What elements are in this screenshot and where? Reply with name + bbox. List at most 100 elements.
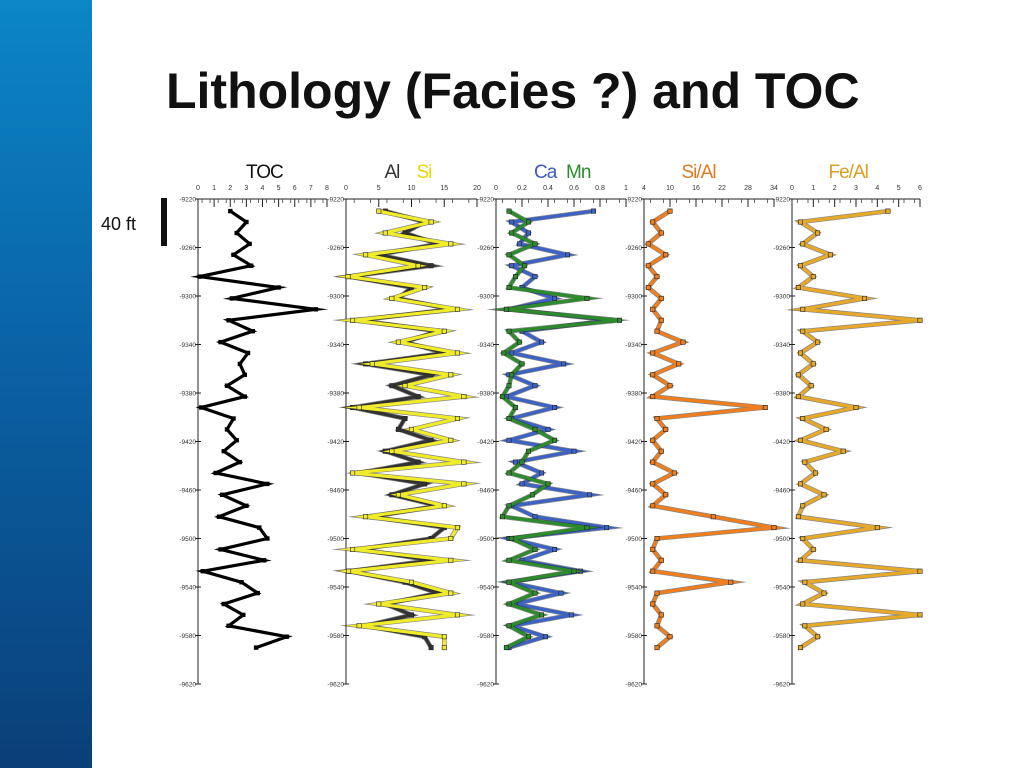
data-point <box>810 361 816 367</box>
data-point <box>247 241 252 247</box>
data-point <box>506 284 512 290</box>
data-point <box>369 361 375 367</box>
data-point <box>650 350 656 356</box>
data-point <box>509 219 515 225</box>
data-point <box>213 470 218 476</box>
x-tick-label: 0.4 <box>543 185 553 192</box>
data-point <box>800 415 806 421</box>
data-point <box>650 459 656 465</box>
track-si-al: Si/Al4 10 16 22 28 34-9220-9260-9300-9340-938… <box>625 162 792 689</box>
data-point <box>545 481 551 487</box>
track-header-si-al-0: Si/Al <box>682 162 716 183</box>
data-point <box>265 536 270 541</box>
data-point <box>356 404 362 410</box>
depth-tick-label: -9460 <box>327 488 344 495</box>
depth-tick-label: -9380 <box>625 391 642 398</box>
data-point <box>415 459 421 465</box>
data-point <box>797 219 803 225</box>
data-point <box>542 634 548 640</box>
depth-tick-label: -9420 <box>625 439 642 446</box>
depth-tick-label: -9620 <box>327 682 344 689</box>
data-point <box>797 645 803 651</box>
data-point <box>402 415 408 421</box>
data-point <box>802 579 808 585</box>
data-point <box>538 470 544 476</box>
data-point <box>250 329 255 334</box>
data-point <box>441 645 447 651</box>
data-point <box>802 623 808 629</box>
depth-tick-label: -9380 <box>179 391 196 398</box>
depth-tick-label: -9420 <box>477 439 494 446</box>
data-point <box>823 426 829 432</box>
data-point <box>363 514 369 520</box>
data-point <box>461 394 467 400</box>
track-header-fe-al-0: Fe/Al <box>829 162 868 183</box>
data-point <box>389 383 395 389</box>
data-point <box>244 503 249 508</box>
data-point <box>239 580 244 585</box>
data-point <box>224 427 230 432</box>
data-point <box>917 568 923 574</box>
data-point <box>522 263 528 269</box>
depth-tick-label: -9580 <box>327 633 344 640</box>
data-point <box>538 612 544 618</box>
data-point <box>551 437 557 443</box>
data-point <box>815 634 821 640</box>
x-tick-label: 4 <box>875 185 879 192</box>
data-point <box>663 252 669 258</box>
data-point <box>506 557 512 563</box>
data-point <box>402 383 408 389</box>
data-point <box>509 263 515 269</box>
data-point <box>827 252 833 258</box>
data-point <box>506 415 512 421</box>
x-tick-label: 2 <box>833 185 837 192</box>
track-header-ca-mn-1: Mn <box>566 162 591 183</box>
data-point <box>654 535 660 541</box>
data-point <box>408 579 414 585</box>
data-point <box>650 568 656 574</box>
x-tick-label: 1 <box>811 185 815 192</box>
data-point <box>654 328 660 334</box>
depth-tick-label: -9340 <box>179 342 196 349</box>
data-point <box>461 481 467 487</box>
depth-tick-label: -9220 <box>625 197 642 204</box>
data-point <box>200 569 205 574</box>
series-toc-0 <box>190 208 329 650</box>
depth-tick-label: -9500 <box>773 536 790 543</box>
data-point <box>221 601 226 607</box>
data-point <box>350 317 356 323</box>
data-point <box>506 601 512 607</box>
data-point <box>509 230 515 236</box>
depth-tick-label: -9260 <box>477 245 494 252</box>
x-tick-label: 5 <box>377 185 381 192</box>
data-point <box>680 339 686 345</box>
data-point <box>512 459 518 465</box>
data-point <box>800 306 806 312</box>
data-point <box>861 295 867 301</box>
data-point <box>667 383 673 389</box>
data-point <box>448 241 454 247</box>
data-point <box>242 372 247 377</box>
data-point <box>519 481 525 487</box>
data-point <box>242 394 247 399</box>
data-point <box>395 426 401 432</box>
data-point <box>229 296 235 301</box>
x-tick-label: 10 <box>666 185 674 192</box>
data-point <box>220 492 225 497</box>
data-point <box>658 317 664 323</box>
data-point <box>645 284 651 290</box>
depth-tick-label: -9220 <box>477 197 494 204</box>
data-point <box>454 612 460 618</box>
data-point <box>797 263 803 269</box>
data-point <box>650 394 656 400</box>
series-ca-mn-1 <box>486 208 622 651</box>
data-point <box>234 230 239 236</box>
data-point <box>512 404 518 410</box>
data-point <box>587 492 593 498</box>
series-fe-al-0 <box>785 208 923 651</box>
data-point <box>917 612 923 618</box>
depth-tick-label: -9500 <box>477 536 494 543</box>
depth-tick-label: -9340 <box>477 342 494 349</box>
data-point <box>800 328 806 334</box>
data-point <box>506 579 512 585</box>
